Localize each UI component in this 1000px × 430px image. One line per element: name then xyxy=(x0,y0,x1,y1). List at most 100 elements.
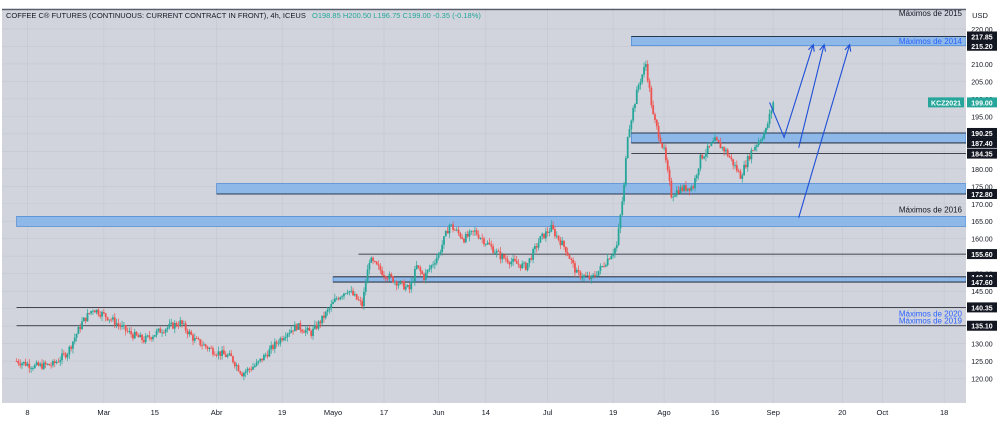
candle-body xyxy=(201,345,203,346)
candle-body xyxy=(583,275,585,278)
candle-body xyxy=(217,351,220,356)
candle-body xyxy=(332,301,334,305)
candle-body xyxy=(481,238,484,239)
candle-body xyxy=(388,274,391,279)
symbol-tag: KCZ2021 xyxy=(931,100,961,107)
horizontal-levels xyxy=(2,9,966,327)
level-tag-bg xyxy=(967,188,997,199)
arrow-head xyxy=(808,43,815,52)
candle-body xyxy=(464,234,467,243)
candle-body xyxy=(712,140,715,143)
candle-body xyxy=(499,251,502,260)
candle-body xyxy=(761,138,764,141)
candle-body xyxy=(343,293,345,297)
candle-body xyxy=(181,320,183,325)
candle-body xyxy=(290,330,293,333)
candle-body xyxy=(148,335,151,338)
candle-body xyxy=(655,119,658,127)
candle-body xyxy=(541,233,544,237)
candle-body xyxy=(484,244,487,245)
candle-body xyxy=(355,294,358,300)
candle-body xyxy=(132,334,134,339)
candle-body xyxy=(768,113,771,124)
candle-body xyxy=(224,354,227,357)
support-zone xyxy=(216,183,967,195)
candle-body xyxy=(548,231,551,233)
candle-body xyxy=(554,228,556,237)
candle-body xyxy=(386,278,389,280)
ohlc-readout: O198.85 H200.50 L196.75 C199.00 -0.35 (-… xyxy=(312,11,481,20)
price-axis[interactable] xyxy=(966,8,998,403)
candle-body xyxy=(177,325,180,327)
candle-body xyxy=(748,156,751,160)
plot-area[interactable] xyxy=(2,8,966,403)
candle-body xyxy=(62,353,65,355)
candle-body xyxy=(363,291,365,307)
candle-body xyxy=(50,365,53,367)
last-price-tag: 199.00 xyxy=(971,100,993,107)
annotations: Máximos de 2015 Máximos de 2014 Máximos de… xyxy=(899,9,963,325)
level-tag: 155.60 xyxy=(971,252,993,259)
candle-body xyxy=(179,320,182,326)
candle-body xyxy=(277,343,280,345)
candle-body xyxy=(313,324,316,329)
level-tag: 147.60 xyxy=(971,280,993,287)
candle-body xyxy=(284,336,287,339)
candle-body xyxy=(128,331,131,332)
candle-body xyxy=(142,340,145,343)
candle-body xyxy=(564,246,567,253)
candle-body xyxy=(306,327,309,330)
candle-body xyxy=(765,127,767,133)
candle-body xyxy=(626,137,629,159)
candle-body xyxy=(77,326,80,334)
candle-body xyxy=(450,224,453,226)
candle-body xyxy=(117,323,120,326)
candle-body xyxy=(461,237,464,239)
candle-body xyxy=(37,362,40,366)
candle-body xyxy=(495,250,498,253)
candle-body xyxy=(86,313,89,322)
candle-body xyxy=(166,327,169,330)
candle-body xyxy=(524,262,527,270)
candle-body xyxy=(41,363,43,369)
candle-body xyxy=(534,246,536,250)
candle-body xyxy=(250,369,253,370)
candle-body xyxy=(119,325,122,327)
candle-body xyxy=(233,362,236,367)
candle-body xyxy=(352,290,354,296)
candle-body xyxy=(488,242,491,245)
projection-arrow xyxy=(769,44,814,139)
candle-body xyxy=(364,283,367,292)
candle-body xyxy=(366,269,369,284)
candle-body xyxy=(559,239,562,246)
candle-body xyxy=(457,229,460,234)
candle-body xyxy=(594,274,596,276)
currency-label: USD xyxy=(972,11,988,20)
candle-body xyxy=(93,310,96,313)
candle-body xyxy=(55,361,58,364)
candle-body xyxy=(572,260,575,264)
candle-body xyxy=(59,360,62,362)
candle-body xyxy=(719,142,722,149)
candle-body xyxy=(170,322,173,324)
candle-body xyxy=(66,354,69,358)
candle-body xyxy=(295,324,298,330)
candle-body xyxy=(303,331,305,333)
candle-body xyxy=(215,355,218,356)
candle-body xyxy=(672,196,675,198)
candle-body xyxy=(108,319,111,321)
candle-body xyxy=(588,275,591,280)
x-tick-label: Ago xyxy=(657,408,670,417)
candle-body xyxy=(544,231,547,239)
candle-body xyxy=(353,294,356,296)
candle-body xyxy=(703,156,705,159)
candle-body xyxy=(204,344,207,347)
candle-body xyxy=(721,147,724,149)
candle-body xyxy=(466,234,469,237)
candle-body xyxy=(232,356,234,363)
candle-body xyxy=(392,276,394,283)
candle-body xyxy=(506,259,509,263)
candle-body xyxy=(283,338,285,341)
candle-body xyxy=(73,337,76,342)
